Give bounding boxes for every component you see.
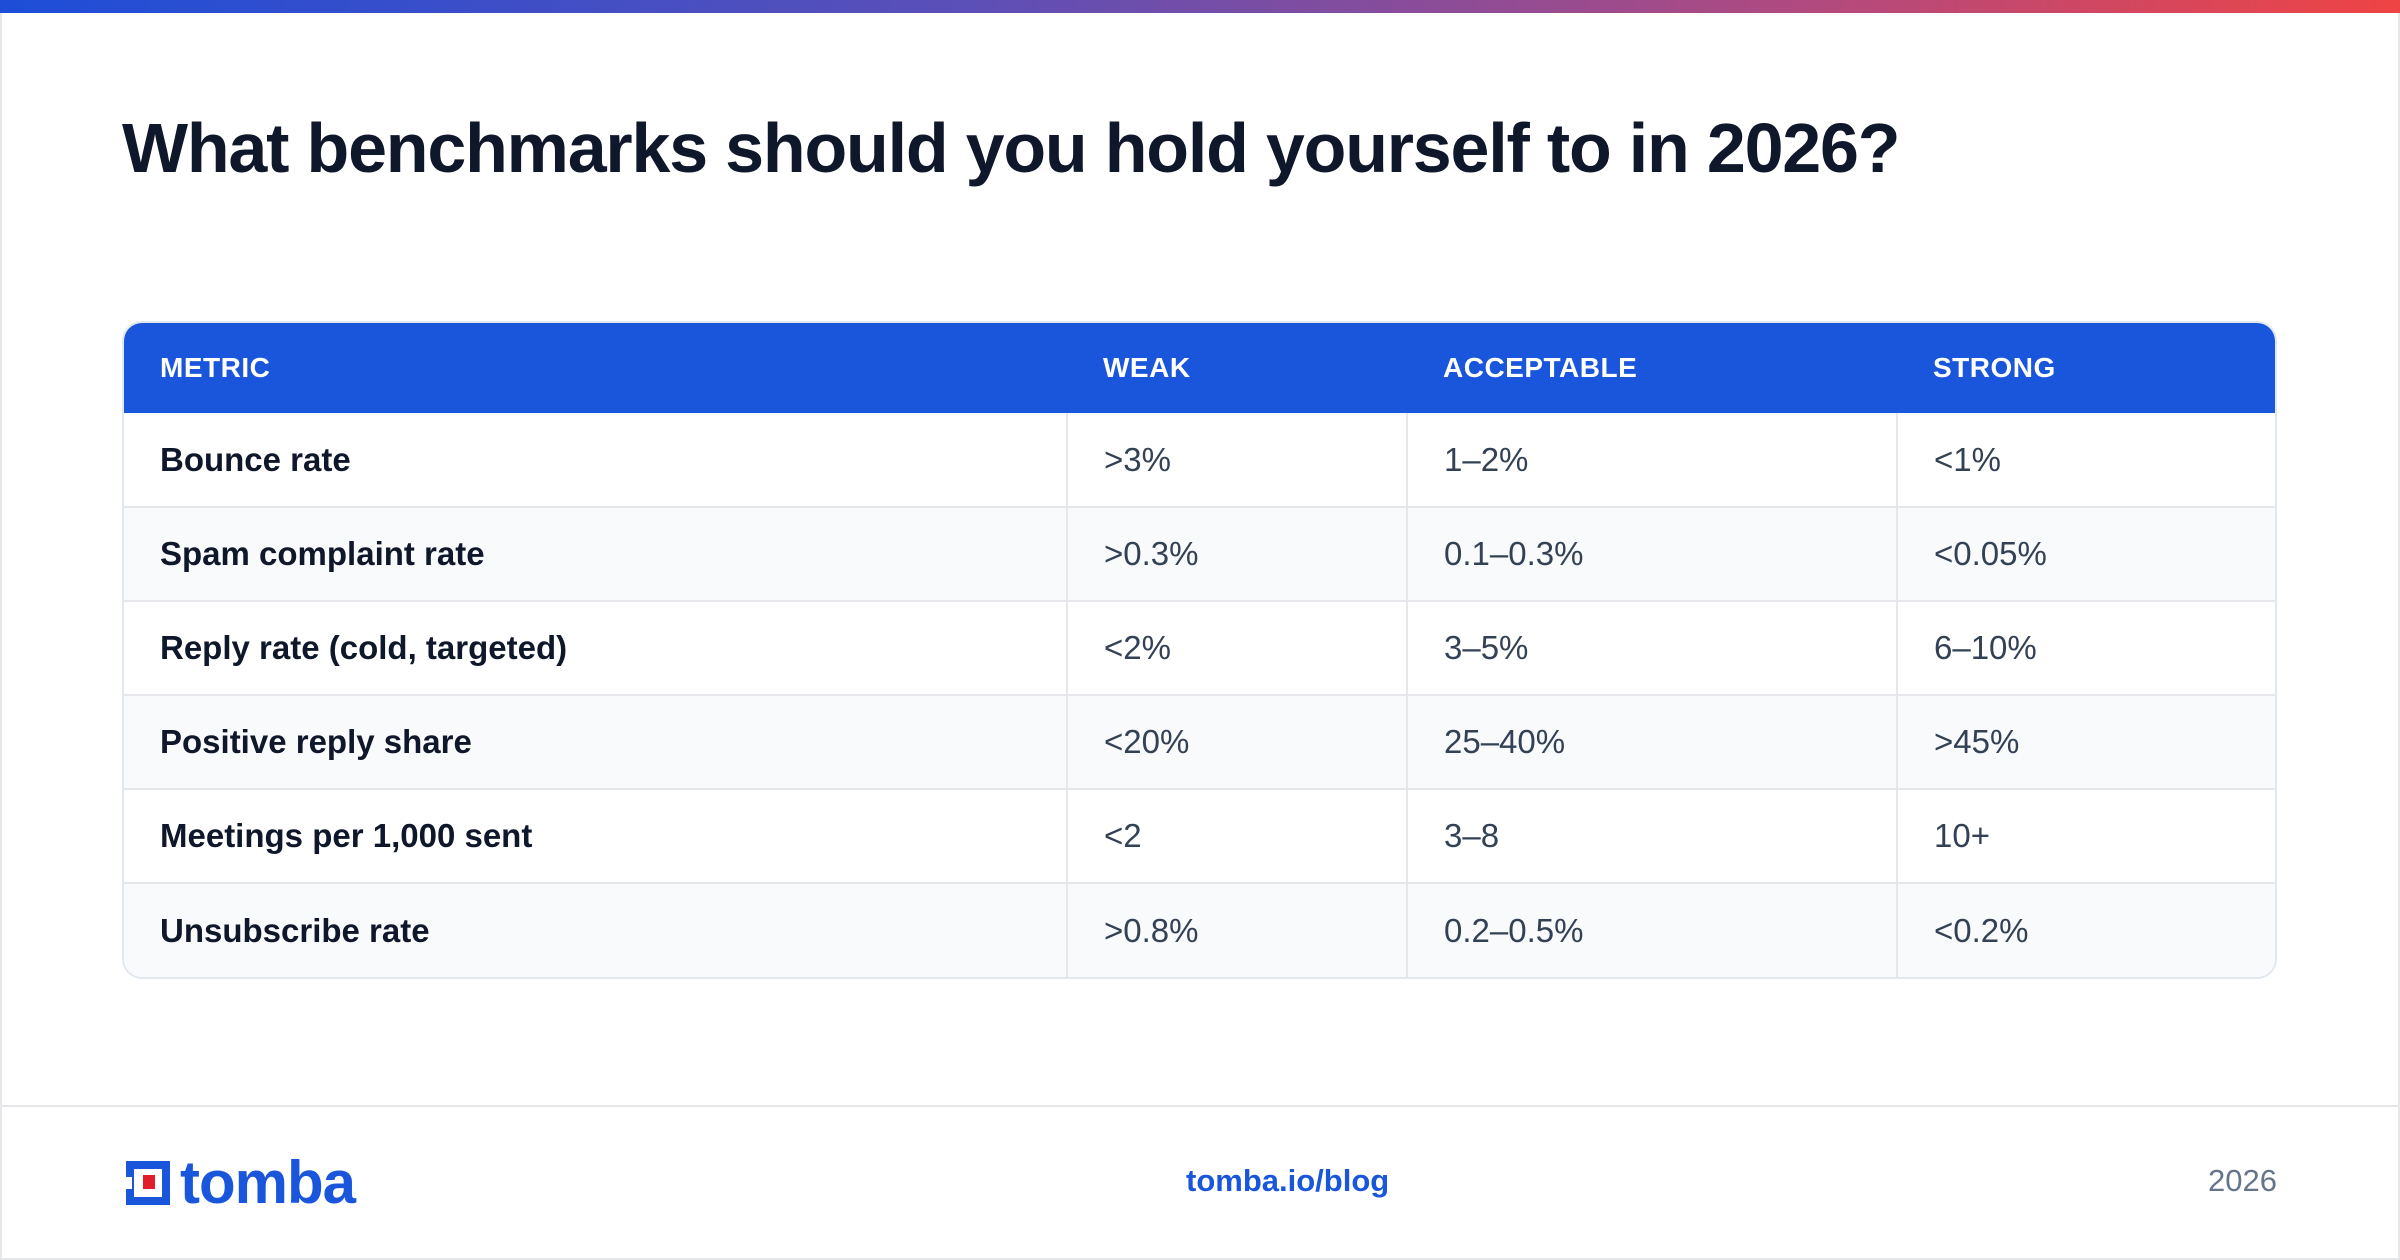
table-row: Spam complaint rate >0.3% 0.1–0.3% <0.05…: [124, 506, 2275, 601]
cell-strong: <0.2%: [1896, 882, 2275, 977]
cell-strong: <0.05%: [1896, 506, 2275, 601]
cell-weak: >0.3%: [1066, 506, 1407, 601]
tomba-logo-icon: [122, 1161, 170, 1205]
top-gradient-bar: [0, 0, 2400, 13]
cell-metric: Unsubscribe rate: [124, 882, 1067, 977]
table-row: Meetings per 1,000 sent <2 3–8 10+: [124, 788, 2275, 883]
header-weak: WEAK: [1103, 352, 1191, 383]
cell-weak: <2: [1066, 788, 1407, 883]
cell-acceptable: 1–2%: [1406, 413, 1897, 507]
table-row: Unsubscribe rate >0.8% 0.2–0.5% <0.2%: [124, 882, 2275, 977]
logo-wordmark: tomba: [180, 1149, 356, 1216]
cell-metric: Positive reply share: [124, 694, 1067, 789]
cell-strong: <1%: [1896, 413, 2275, 507]
cell-strong: 10+: [1896, 788, 2275, 883]
cell-metric: Spam complaint rate: [124, 506, 1067, 601]
cell-weak: <2%: [1066, 600, 1407, 695]
cell-acceptable: 25–40%: [1406, 694, 1897, 789]
header-acceptable: ACCEPTABLE: [1443, 352, 1638, 383]
cell-acceptable: 3–8: [1406, 788, 1897, 883]
cell-weak: >0.8%: [1066, 882, 1407, 977]
cell-strong: >45%: [1896, 694, 2275, 789]
blog-link[interactable]: tomba.io/blog: [1186, 1163, 1390, 1198]
cell-metric: Reply rate (cold, targeted): [124, 600, 1067, 695]
footer-divider: [0, 1105, 2400, 1107]
cell-acceptable: 0.2–0.5%: [1406, 882, 1897, 977]
header-metric: METRIC: [160, 352, 271, 383]
cell-strong: 6–10%: [1896, 600, 2275, 695]
cell-acceptable: 3–5%: [1406, 600, 1897, 695]
tomba-logo[interactable]: tomba: [122, 1149, 356, 1216]
header-strong: STRONG: [1933, 352, 2056, 383]
benchmarks-table: METRIC WEAK ACCEPTABLE STRONG Bounce rat…: [122, 321, 2277, 979]
cell-weak: >3%: [1066, 413, 1407, 507]
table-row: Bounce rate >3% 1–2% <1%: [124, 413, 2275, 507]
footer-year: 2026: [2208, 1163, 2277, 1198]
page-title: What benchmarks should you hold yourself…: [122, 109, 1901, 187]
cell-acceptable: 0.1–0.3%: [1406, 506, 1897, 601]
cell-weak: <20%: [1066, 694, 1407, 789]
table-header-row: METRIC WEAK ACCEPTABLE STRONG: [124, 323, 2275, 413]
cell-metric: Bounce rate: [160, 440, 351, 478]
table-row: Reply rate (cold, targeted) <2% 3–5% 6–1…: [124, 600, 2275, 695]
table-row: Positive reply share <20% 25–40% >45%: [124, 694, 2275, 789]
cell-metric: Meetings per 1,000 sent: [124, 788, 1067, 883]
